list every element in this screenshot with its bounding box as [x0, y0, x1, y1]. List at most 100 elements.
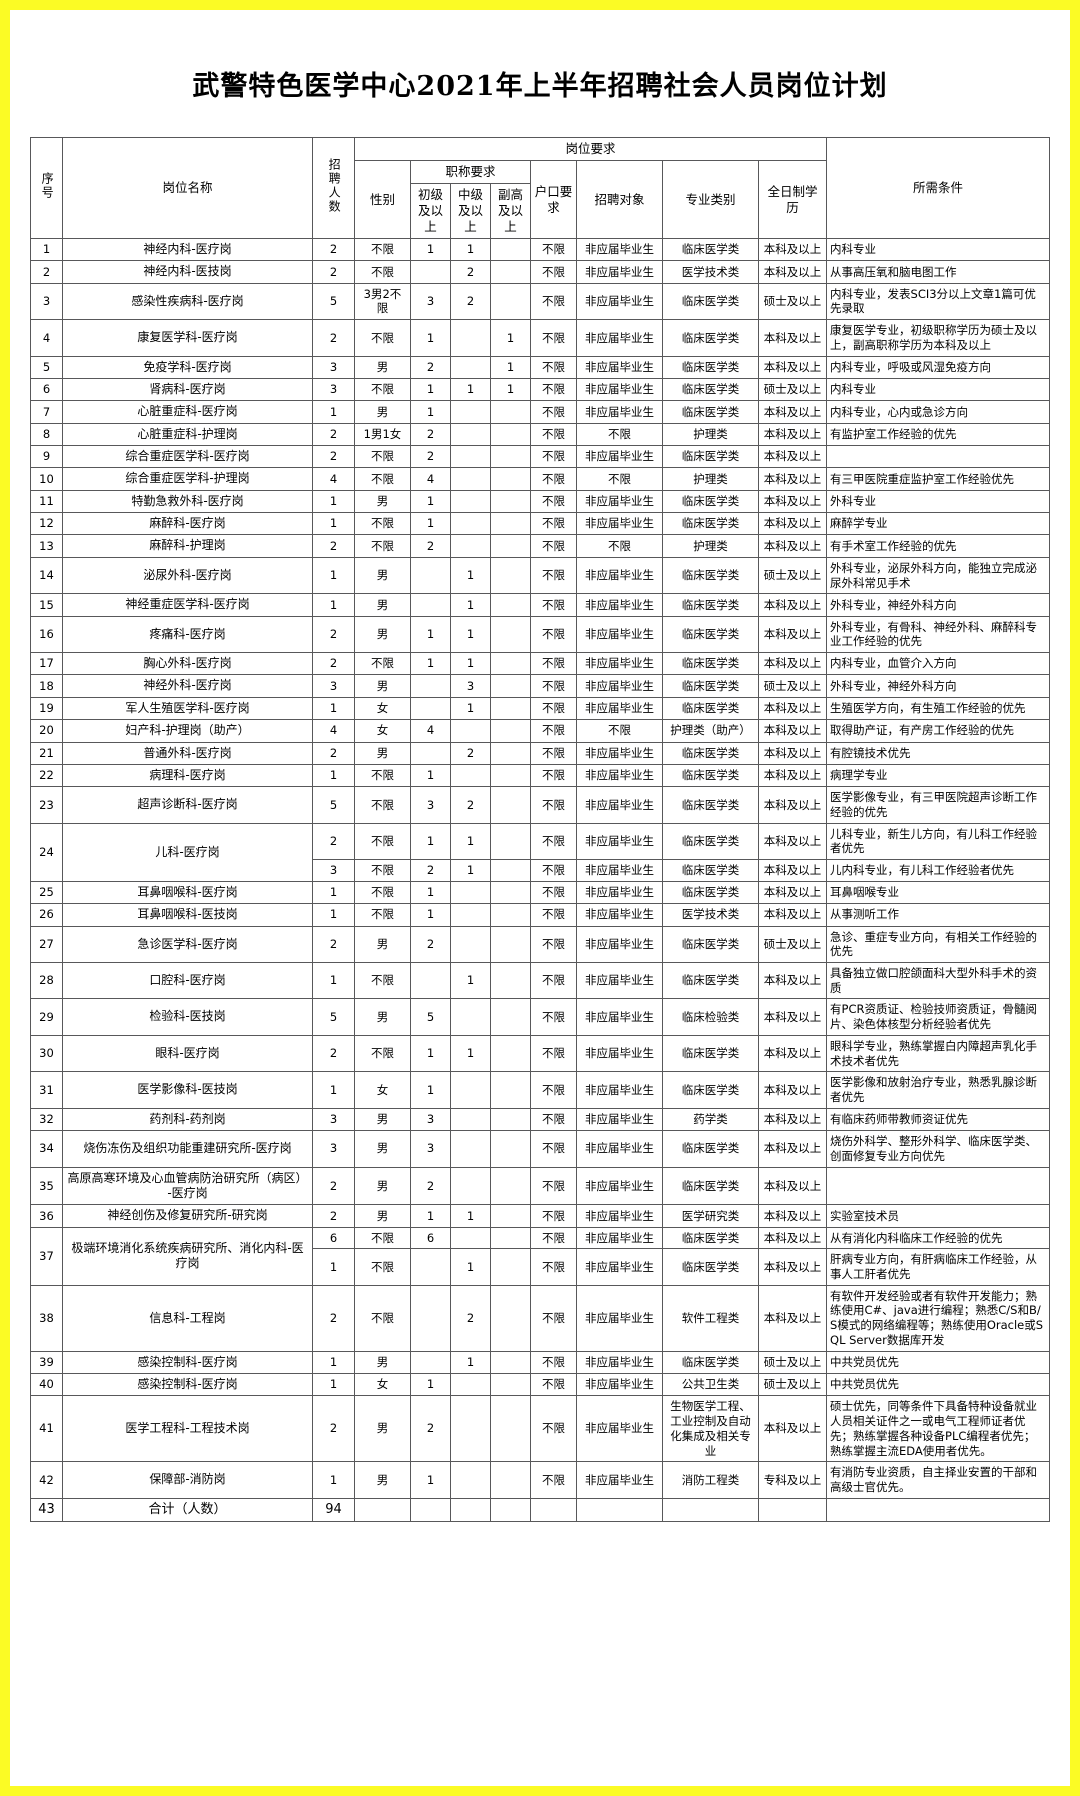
cell-hukou: 不限 — [530, 355, 577, 379]
cell-job-name: 感染控制科-医疗岗 — [62, 1350, 313, 1374]
cell-major: 临床医学类 — [662, 445, 759, 469]
cell-title-senior — [490, 652, 531, 676]
recruitment-plan-table: 序号 岗位名称 招聘人数 岗位要求 所需条件 性别 职称要求 户口要求 招聘对象… — [30, 137, 1050, 1523]
cell-hukou: 不限 — [530, 512, 577, 536]
cell-title-senior — [490, 1130, 531, 1168]
cell-major: 临床医学类 — [662, 489, 759, 514]
cell-target: 不限 — [576, 534, 663, 558]
cell-title-middle — [450, 1497, 491, 1523]
cell-headcount: 3 — [312, 1107, 355, 1132]
cell-gender: 女 — [354, 696, 411, 721]
cell-seq: 18 — [30, 674, 63, 698]
cell-seq: 36 — [30, 1204, 63, 1228]
cell-job-name: 心脏重症科-医疗岗 — [62, 400, 313, 424]
cell-education: 本科及以上 — [757, 880, 828, 905]
cell-gender: 不限 — [354, 961, 411, 1000]
cell-hukou: 不限 — [530, 593, 577, 617]
cell-title-junior — [410, 1350, 451, 1374]
cell-job-name: 超声诊断科-医疗岗 — [62, 786, 313, 824]
table-row: 20 妇产科-护理岗（助产） 4 女 4 不限 不限 护理类（助产） 本科及以上 取得助产证，有产… — [30, 719, 1050, 743]
cell-title-senior — [490, 1166, 531, 1206]
cell-education: 本科及以上 — [757, 1248, 828, 1286]
cell-major: 临床医学类 — [662, 1226, 759, 1250]
cell-title-senior — [490, 1372, 531, 1397]
cell-headcount: 1 — [312, 593, 355, 617]
cell-major: 临床医学类 — [662, 615, 759, 654]
cell-title-middle: 3 — [450, 674, 491, 698]
table-row: 9 综合重症医学科-医疗岗 2 不限 2 不限 非应届毕业生 临床医学类 本科及以上 — [30, 445, 1050, 469]
cell-seq: 32 — [30, 1107, 63, 1132]
cell-target: 非应届毕业生 — [576, 652, 663, 676]
cell-title-middle: 2 — [450, 1284, 491, 1352]
cell-job-name: 妇产科-护理岗（助产） — [62, 719, 313, 743]
cell-major: 临床医学类 — [662, 593, 759, 617]
cell-hukou: 不限 — [530, 467, 577, 491]
table-row: 25 耳鼻咽喉科-医疗岗 1 不限 1 不限 非应届毕业生 临床医学类 本科及以上 耳鼻咽喉专业 — [30, 880, 1050, 905]
cell-major: 药学类 — [662, 1107, 759, 1132]
cell-major: 软件工程类 — [662, 1284, 759, 1352]
cell-title-junior — [410, 260, 451, 284]
table-row: 4 康复医学科-医疗岗 2 不限 1 1 不限 非应届毕业生 临床医学类 本科及以上 康复医学专业，… — [30, 319, 1050, 357]
cell-title-middle: 1 — [450, 859, 491, 882]
cell-target: 不限 — [576, 719, 663, 743]
cell-title-middle: 2 — [450, 260, 491, 284]
cell-headcount: 1 — [312, 903, 355, 927]
cell-title-senior — [490, 1248, 531, 1286]
cell-title-junior — [410, 1248, 451, 1286]
cell-job-name: 耳鼻咽喉科-医疗岗 — [62, 880, 313, 905]
cell-gender: 女 — [354, 1372, 411, 1397]
cell-title-junior: 1 — [410, 489, 451, 514]
cell-target: 非应届毕业生 — [576, 1226, 663, 1250]
cell-title-middle: 1 — [450, 1034, 491, 1073]
cell-job-name: 胸心外科-医疗岗 — [62, 652, 313, 676]
header-conditions: 所需条件 — [826, 137, 1050, 239]
cell-headcount: 1 — [312, 1248, 355, 1286]
cell-title-senior — [490, 1107, 531, 1132]
cell-seq: 10 — [30, 467, 63, 491]
cell-title-middle — [450, 445, 491, 469]
cell-title-junior: 1 — [410, 1372, 451, 1397]
cell-headcount: 1 — [312, 489, 355, 514]
cell-education: 本科及以上 — [757, 859, 828, 882]
table-row: 1 不限 1 不限 非应届毕业生 临床医学类 本科及以上 肝病专业方向，有肝病临床工作经验，从… — [31, 1248, 1050, 1286]
cell-conditions: 有软件开发经验或者有软件开发能力；熟练使用C#、java进行编程；熟悉C/S和B… — [826, 1284, 1050, 1352]
cell-major: 公共卫生类 — [662, 1372, 759, 1397]
cell-title-junior: 1 — [410, 237, 451, 262]
table-row: 31 医学影像科-医技岗 1 女 1 不限 非应届毕业生 临床医学类 本科及以上 医学影像和放射治… — [30, 1071, 1050, 1109]
cell-headcount: 1 — [312, 1071, 355, 1109]
cell-seq: 23 — [30, 786, 63, 824]
cell-seq: 11 — [30, 489, 63, 514]
cell-title-senior — [490, 741, 531, 765]
cell-title-middle — [450, 763, 491, 788]
cell-conditions: 内科专业，呼吸或风湿免疫方向 — [826, 355, 1050, 379]
cell-conditions: 从事测听工作 — [826, 903, 1050, 927]
cell-conditions: 内科专业 — [826, 237, 1050, 262]
cell-target: 非应届毕业生 — [576, 1130, 663, 1168]
cell-job-name: 神经创伤及修复研究所-研究岗 — [62, 1204, 313, 1228]
cell-title-senior — [490, 282, 531, 321]
cell-seq: 31 — [30, 1071, 63, 1109]
cell-major: 临床医学类 — [662, 1248, 759, 1286]
cell-headcount: 3 — [312, 355, 355, 379]
cell-conditions: 眼科学专业，熟练掌握白内障超声乳化手术技术者优先 — [826, 1034, 1050, 1073]
table-row: 32 药剂科-药剂岗 3 男 3 不限 非应届毕业生 药学类 本科及以上 有临床药师带教师资证优先 — [30, 1107, 1050, 1132]
cell-gender: 男 — [354, 1461, 411, 1499]
cell-hukou: 不限 — [530, 445, 577, 469]
cell-gender: 男 — [354, 556, 411, 595]
cell-job-name: 耳鼻咽喉科-医技岗 — [62, 903, 313, 927]
table-row: 30 眼科-医疗岗 2 不限 1 1 不限 非应届毕业生 临床医学类 本科及以上 眼科学专业，熟练掌… — [30, 1034, 1050, 1073]
cell-target: 非应届毕业生 — [576, 1071, 663, 1109]
header-major: 专业类别 — [662, 160, 759, 239]
header-target: 招聘对象 — [576, 160, 663, 239]
cell-education: 本科及以上 — [757, 1226, 828, 1250]
cell-hukou: 不限 — [530, 1130, 577, 1168]
cell-conditions — [826, 1497, 1050, 1523]
cell-conditions: 医学影像专业，有三甲医院超声诊断工作经验的优先 — [826, 786, 1050, 824]
cell-headcount: 3 — [312, 674, 355, 698]
cell-seq: 13 — [30, 534, 63, 558]
cell-title-middle: 2 — [450, 282, 491, 321]
cell-job-name: 泌尿外科-医疗岗 — [62, 556, 313, 595]
cell-title-middle — [450, 1461, 491, 1499]
cell-education: 本科及以上 — [757, 1204, 828, 1228]
header-gender: 性别 — [354, 160, 411, 239]
